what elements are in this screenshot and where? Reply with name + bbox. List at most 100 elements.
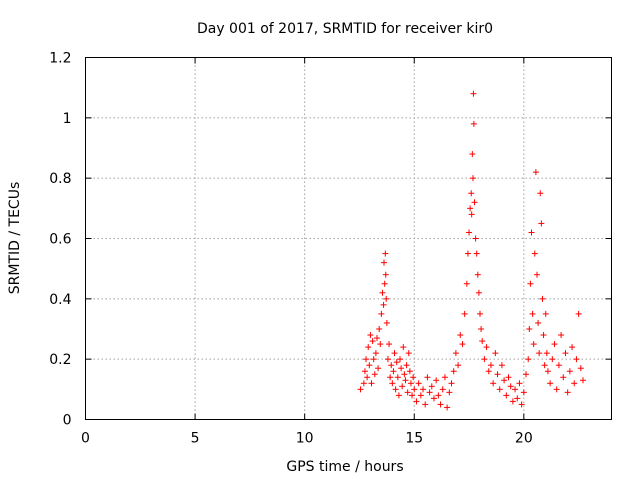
data-point [529, 310, 536, 317]
data-point [459, 341, 466, 348]
data-point [381, 280, 388, 287]
data-point [472, 235, 479, 242]
data-point [566, 368, 573, 375]
data-point [382, 271, 389, 278]
data-point [367, 332, 374, 339]
data-point [389, 380, 396, 387]
data-point [509, 398, 516, 405]
data-point [461, 310, 468, 317]
data-point [466, 229, 473, 236]
data-point [405, 350, 412, 357]
data-point [361, 368, 368, 375]
data-point [457, 332, 464, 339]
data-point [417, 392, 424, 399]
data-point [516, 380, 523, 387]
x-tick-label: 0 [81, 431, 90, 447]
data-point [494, 371, 501, 378]
data-point [420, 386, 427, 393]
data-point [496, 386, 503, 393]
data-point [580, 377, 587, 384]
x-tick-label: 10 [296, 431, 314, 447]
data-point [407, 380, 414, 387]
data-point [386, 341, 393, 348]
data-point [433, 377, 440, 384]
data-point [391, 350, 398, 357]
y-axis-label: SRMTID / TECUs [7, 182, 23, 295]
data-point [549, 356, 556, 363]
data-points [357, 90, 587, 411]
tick-labels: 0 0.2 0.4 0.6 0.8 1 1.2 0 5 10 15 20 [49, 51, 533, 447]
data-point [467, 205, 474, 212]
data-point [409, 392, 416, 399]
data-point [393, 359, 400, 366]
data-point [543, 350, 550, 357]
data-point [403, 362, 410, 369]
data-point [527, 280, 534, 287]
data-point [537, 190, 544, 197]
data-point [428, 383, 435, 390]
data-point [518, 401, 525, 408]
data-point [569, 344, 576, 351]
data-point [390, 368, 397, 375]
data-point [501, 377, 508, 384]
data-point [526, 326, 533, 332]
data-point [364, 374, 371, 381]
data-point [415, 380, 422, 387]
data-point [413, 398, 420, 405]
data-point [505, 374, 512, 381]
data-point [384, 356, 391, 363]
data-point [398, 365, 405, 372]
data-point [485, 368, 492, 375]
data-point [395, 392, 402, 399]
data-point [426, 389, 433, 396]
data-point [560, 374, 567, 381]
data-point [379, 289, 386, 296]
data-point [483, 344, 490, 351]
data-point [383, 319, 390, 326]
data-point [455, 362, 462, 369]
data-point [551, 341, 558, 348]
data-point [536, 350, 543, 357]
y-tick-label: 0.4 [49, 292, 71, 308]
data-point [373, 335, 380, 342]
data-point [477, 310, 483, 317]
data-point [377, 341, 384, 348]
data-point [544, 368, 551, 375]
data-point [375, 365, 382, 372]
data-point [555, 362, 562, 369]
data-point [365, 344, 372, 351]
data-point [514, 395, 521, 402]
data-point [540, 332, 547, 339]
data-point [450, 368, 457, 375]
data-point [492, 350, 499, 357]
data-point [520, 389, 527, 396]
data-point [464, 250, 471, 257]
data-point [381, 259, 388, 266]
data-point [471, 199, 478, 206]
data-point [383, 295, 390, 302]
data-point [470, 90, 477, 97]
y-tick-label: 1 [63, 111, 72, 127]
data-point [542, 310, 549, 317]
data-point [468, 190, 475, 197]
data-point [452, 350, 459, 357]
y-tick-label: 0.6 [49, 232, 71, 248]
data-point [437, 401, 444, 408]
data-point [535, 319, 542, 326]
y-tick-label: 0.2 [49, 352, 71, 368]
data-point [562, 350, 569, 357]
data-point [394, 374, 401, 381]
data-point [533, 271, 540, 278]
data-point [553, 386, 560, 393]
data-point [528, 229, 535, 236]
data-point [564, 389, 571, 396]
data-point [558, 332, 565, 339]
data-point [380, 301, 387, 308]
data-point [577, 365, 584, 372]
data-point [406, 368, 413, 375]
data-point [378, 310, 385, 317]
data-point [369, 338, 376, 345]
data-point [571, 380, 578, 387]
data-point [474, 271, 481, 278]
